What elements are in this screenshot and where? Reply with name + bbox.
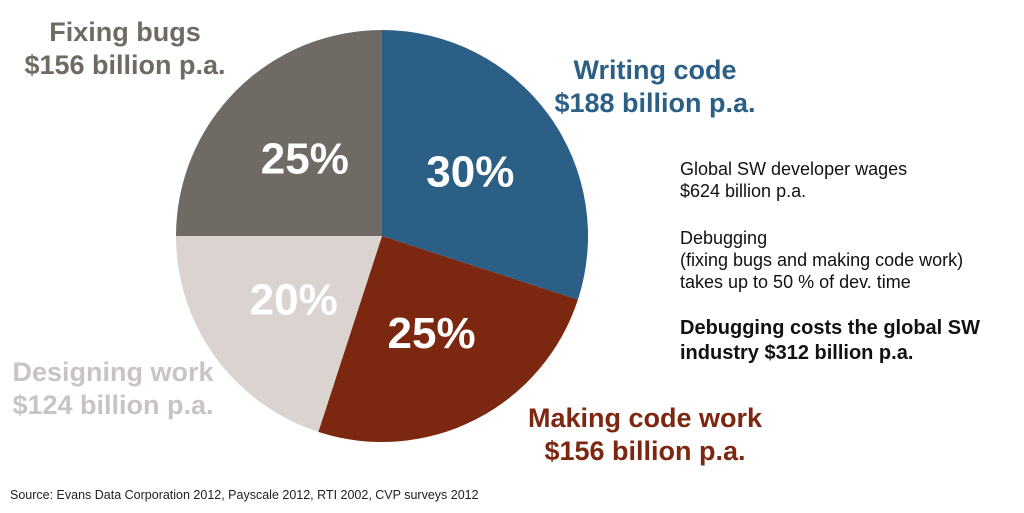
note-debugging: Debugging (fixing bugs and making code w… xyxy=(680,227,963,293)
label-fixing-bugs: Fixing bugs $156 billion p.a. xyxy=(12,16,238,82)
label-writing-code-name: Writing code xyxy=(573,55,737,85)
label-fixing-bugs-name: Fixing bugs xyxy=(49,17,201,47)
pie-percent-label-designing-work: 20% xyxy=(250,276,338,325)
pie-slice-making-code-work xyxy=(318,236,578,443)
label-making-code-work-amount: $156 billion p.a. xyxy=(544,436,746,466)
label-making-code-work: Making code work $156 billion p.a. xyxy=(505,402,785,468)
pie-slice-designing-work xyxy=(176,236,382,432)
label-writing-code-amount: $188 billion p.a. xyxy=(554,88,756,118)
label-designing-work-amount: $124 billion p.a. xyxy=(12,390,214,420)
note-wages: Global SW developer wages $624 billion p… xyxy=(680,158,907,202)
label-writing-code: Writing code $188 billion p.a. xyxy=(540,54,770,120)
note-debugging-line-2: (fixing bugs and making code work) xyxy=(680,250,964,270)
label-fixing-bugs-amount: $156 billion p.a. xyxy=(24,50,226,80)
pie-slice-fixing-bugs xyxy=(176,30,382,236)
pie-percent-label-writing-code: 30% xyxy=(426,147,514,196)
note-wages-line-2: $624 billion p.a. xyxy=(680,181,807,201)
label-designing-work: Designing work $124 billion p.a. xyxy=(0,356,226,422)
note-conclusion-line-1: Debugging costs the global SW xyxy=(680,317,980,339)
note-conclusion-line-2: industry $312 billion p.a. xyxy=(680,342,914,364)
label-making-code-work-name: Making code work xyxy=(527,403,763,433)
note-debugging-line-3: takes up to 50 % of dev. time xyxy=(680,272,911,292)
note-wages-line-1: Global SW developer wages xyxy=(680,159,908,179)
label-designing-work-name: Designing work xyxy=(12,357,214,387)
source-caption: Source: Evans Data Corporation 2012, Pay… xyxy=(10,488,479,502)
note-conclusion: Debugging costs the global SW industry $… xyxy=(680,316,980,366)
note-debugging-line-1: Debugging xyxy=(680,228,768,248)
pie-percent-label-fixing-bugs: 25% xyxy=(261,134,349,183)
pie-percent-label-making-code-work: 25% xyxy=(388,309,476,358)
pie-slice-writing-code xyxy=(382,30,589,300)
